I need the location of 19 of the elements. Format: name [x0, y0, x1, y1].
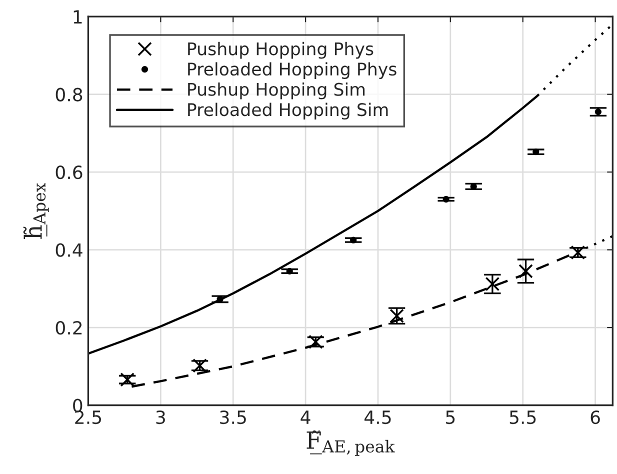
y-tick-label: 0.2: [56, 320, 82, 335]
y-axis-title: h̲̃$_{Apex}$: [23, 183, 49, 239]
x-tick-label: 3.5: [220, 410, 246, 424]
y-tick-label: 0.8: [56, 88, 82, 102]
x-tick-label: 5.5: [510, 410, 536, 424]
x-tick-label: 4.5: [364, 410, 391, 424]
x-tick-label: 5: [446, 410, 455, 424]
legend-label: Pushup Hopping Phys: [188, 42, 374, 59]
x-tick-label: 4: [300, 410, 310, 424]
legend-label: Preloaded Hopping Sim: [188, 102, 388, 120]
legend-label: Preloaded Hopping Phys: [188, 62, 396, 80]
x-tick-label: 6: [590, 410, 600, 424]
y-tick-label: 0.6: [56, 166, 82, 180]
x-axis-title: F̲̃$_{AE,peak}$: [306, 430, 395, 456]
y-tick-label: 0.4: [56, 243, 82, 257]
x-tick-label: 2.5: [75, 410, 102, 424]
x-tick-label: 3: [156, 410, 165, 424]
legend-label: Pushup Hopping Sim: [188, 82, 365, 100]
y-tick-label: 1: [74, 10, 82, 24]
